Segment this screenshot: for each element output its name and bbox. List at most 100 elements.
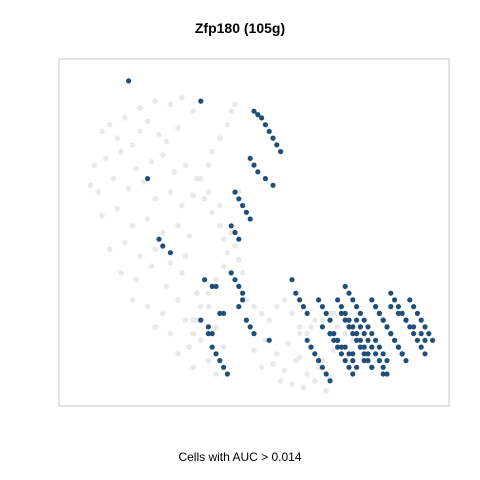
highlight-point: [278, 149, 284, 155]
background-point: [114, 135, 120, 141]
background-point: [114, 206, 120, 212]
background-point: [224, 121, 231, 128]
highlight-point: [338, 310, 344, 316]
background-point: [141, 179, 147, 185]
highlight-point: [247, 155, 253, 161]
highlight-point: [338, 351, 344, 357]
background-point: [194, 290, 200, 297]
background-point: [122, 115, 128, 121]
highlight-point: [369, 331, 375, 337]
highlight-point: [342, 344, 348, 350]
highlight-point: [384, 358, 390, 364]
highlight-point: [350, 351, 356, 357]
highlight-point: [167, 250, 173, 256]
background-point: [95, 189, 101, 195]
background-point: [167, 260, 174, 266]
highlight-point: [202, 277, 208, 283]
background-point: [190, 108, 196, 114]
highlight-point: [213, 351, 219, 357]
background-point: [304, 371, 311, 377]
background-point: [312, 378, 318, 384]
background-point: [331, 310, 337, 317]
highlight-point: [350, 331, 356, 337]
highlight-point: [361, 331, 367, 337]
highlight-point: [380, 371, 386, 377]
background-point: [213, 371, 219, 377]
highlight-point: [418, 344, 424, 350]
highlight-point: [232, 277, 238, 283]
highlight-point: [259, 115, 265, 121]
highlight-point: [274, 142, 280, 148]
background-point: [118, 270, 124, 276]
background-point: [334, 324, 341, 330]
background-point: [129, 223, 136, 229]
background-points: [87, 94, 356, 394]
background-point: [137, 105, 143, 111]
background-point: [198, 303, 204, 310]
highlight-point: [373, 351, 379, 357]
background-point: [129, 297, 136, 303]
highlight-point: [319, 324, 325, 330]
background-point: [175, 223, 181, 229]
highlight-point: [354, 304, 360, 310]
background-point: [236, 256, 242, 263]
background-point: [209, 209, 215, 216]
highlight-point: [365, 324, 371, 330]
highlight-point: [388, 304, 394, 310]
highlight-point: [217, 310, 223, 316]
highlight-point: [316, 358, 322, 364]
background-point: [182, 162, 189, 168]
highlight-point: [357, 324, 363, 330]
highlight-point: [331, 337, 337, 343]
highlight-point: [388, 290, 394, 296]
background-point: [99, 128, 105, 135]
background-point: [220, 344, 227, 350]
highlight-point: [346, 290, 352, 296]
background-point: [205, 162, 212, 168]
highlight-point: [338, 304, 344, 310]
background-point: [144, 118, 151, 125]
highlight-point: [251, 162, 257, 168]
highlight-point: [232, 189, 238, 195]
highlight-point: [240, 202, 246, 209]
highlight-point: [243, 209, 249, 215]
highlight-point: [327, 378, 333, 384]
highlight-point: [361, 344, 367, 350]
background-point: [175, 351, 181, 357]
highlight-point: [255, 169, 261, 175]
highlight-point: [392, 297, 398, 303]
highlight-point: [228, 270, 234, 276]
highlight-point: [126, 78, 132, 84]
background-point: [274, 303, 280, 310]
highlight-point: [319, 364, 325, 370]
background-point: [319, 317, 326, 323]
background-point: [163, 138, 170, 145]
highlight-point: [357, 337, 363, 343]
chart-title: Zfp180 (105g): [194, 20, 286, 36]
highlight-point: [369, 297, 375, 303]
highlight-point: [338, 344, 344, 350]
highlight-point: [240, 290, 246, 296]
background-point: [293, 357, 299, 364]
highlight-point: [350, 297, 356, 303]
highlight-point: [418, 317, 424, 323]
highlight-point: [373, 304, 379, 310]
highlight-point: [426, 331, 432, 337]
highlight-point: [376, 358, 382, 364]
background-point: [289, 381, 295, 387]
background-point: [296, 324, 303, 330]
background-point: [179, 270, 185, 276]
highlight-point: [209, 283, 215, 289]
background-point: [239, 270, 246, 276]
highlight-point: [205, 324, 211, 330]
background-point: [110, 175, 117, 182]
highlight-point: [316, 297, 322, 303]
highlight-point: [331, 331, 337, 337]
background-point: [217, 135, 223, 141]
highlight-point: [354, 331, 360, 337]
highlight-point: [262, 122, 268, 128]
highlight-point: [251, 108, 257, 114]
background-point: [179, 94, 185, 101]
highlight-point: [224, 371, 230, 377]
highlight-point: [323, 310, 329, 316]
